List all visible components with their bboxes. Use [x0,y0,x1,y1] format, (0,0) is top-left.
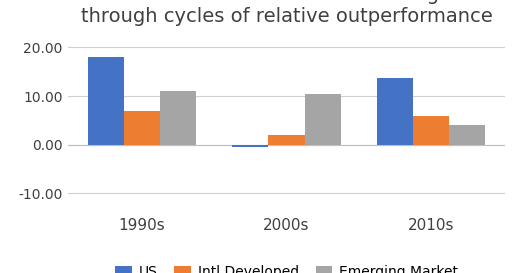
Bar [160,91,196,145]
Title: U.S. and internationl stocks have gone
through cycles of relative outperformance: U.S. and internationl stocks have gone t… [81,0,492,26]
Bar [232,145,268,147]
Bar [377,78,413,145]
Bar [88,57,124,145]
Bar [449,125,486,145]
Bar [268,135,305,145]
Bar [413,115,449,145]
Bar [305,94,341,145]
Bar [124,111,160,145]
Legend: US, Intl Developed, Emerging Market: US, Intl Developed, Emerging Market [109,260,464,273]
